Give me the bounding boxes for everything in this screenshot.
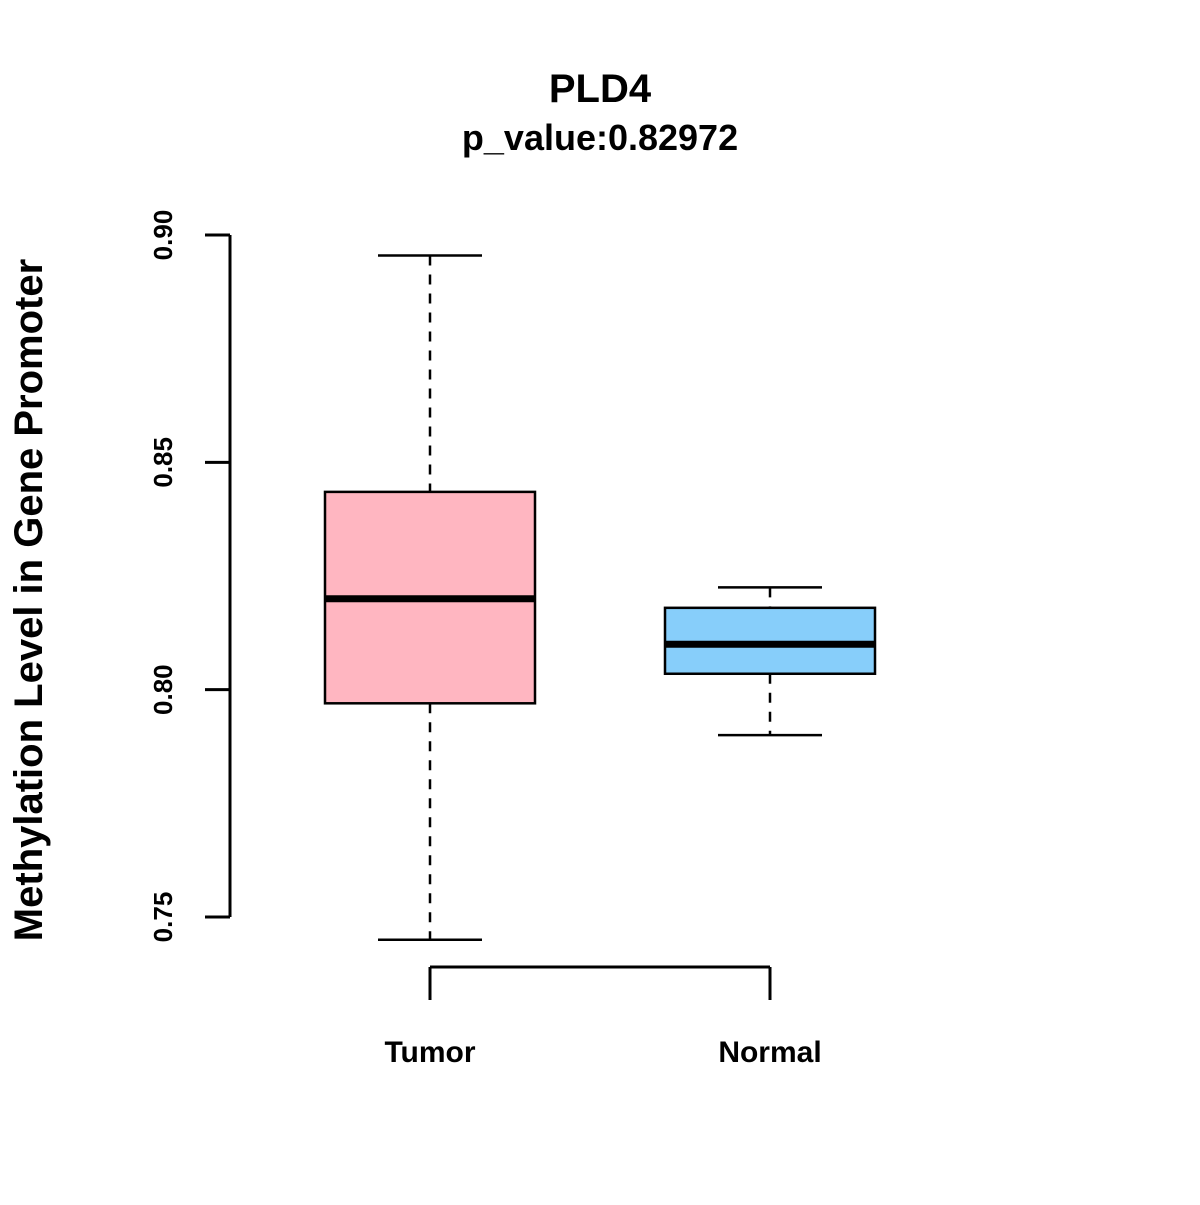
y-axis-title: Methylation Level in Gene Promoter [7, 259, 51, 941]
x-category-label: Tumor [384, 1036, 475, 1069]
boxplot-group-tumor [323, 254, 537, 941]
chart-subtitle: p_value:0.82972 [462, 117, 738, 158]
x-category-label: Normal [718, 1036, 821, 1069]
y-axis-tick-label: 0.75 [148, 892, 178, 943]
y-axis-tick-label: 0.90 [148, 210, 178, 261]
chart-title: PLD4 [549, 67, 652, 111]
plot-layer: 0.75 0.80 0.85 0.90 Tumor Normal [148, 210, 877, 1069]
y-axis-tick-label: 0.85 [148, 437, 178, 488]
boxplot-group-normal [663, 586, 877, 737]
y-axis-tick-label: 0.80 [148, 664, 178, 715]
